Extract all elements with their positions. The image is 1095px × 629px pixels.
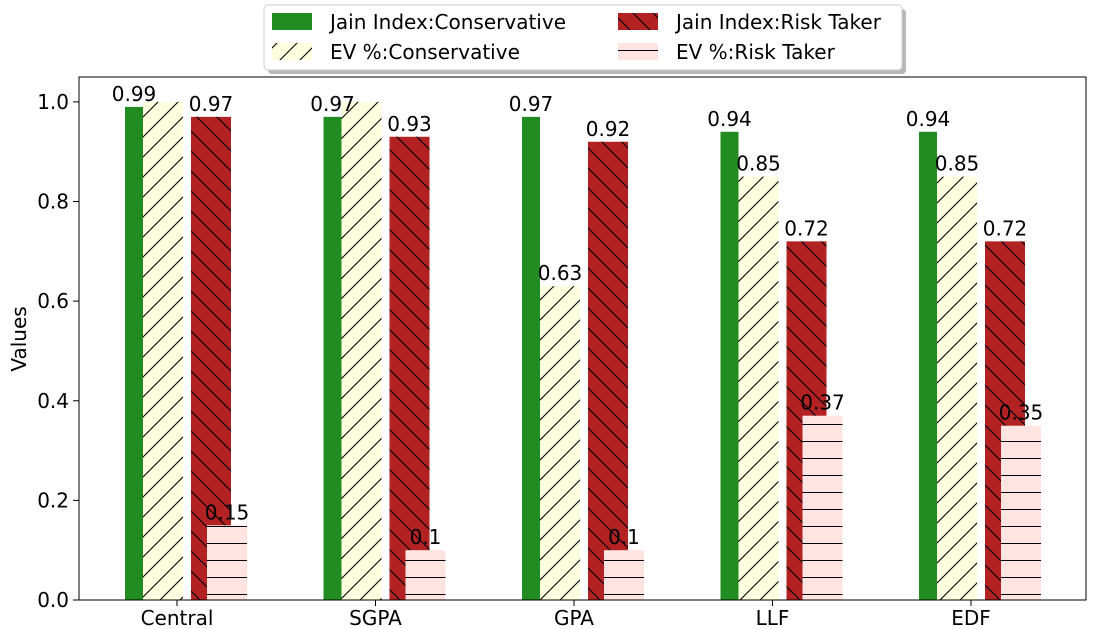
- legend-box: [263, 4, 903, 71]
- x-tick-label-edf: EDF: [951, 606, 991, 629]
- legend-item-jain-index-conservative: Jain Index:Conservative: [272, 10, 566, 34]
- bar-ev-conservative-edf-hatch: [937, 176, 977, 600]
- data-label-ev-risk-taker-sgpa: 0.1: [410, 525, 442, 549]
- data-label-ev-risk-taker-central: 0.15: [205, 500, 250, 524]
- bar-ev-conservative-gpa-hatch: [540, 286, 580, 600]
- bar-ev-risk-taker-central-hatch: [207, 525, 247, 600]
- y-axis: 0.0 0.2 0.4 0.6 0.8 1.0: [37, 90, 79, 612]
- data-label-ev-risk-taker-edf: 0.35: [999, 401, 1044, 425]
- legend-label: Jain Index:Risk Taker: [674, 10, 882, 34]
- y-tick-label: 0.0: [37, 588, 69, 612]
- bar-jain-index-conservative-central: [125, 106, 143, 600]
- data-label-jain-index-risk-taker-gpa: 0.92: [586, 117, 631, 141]
- legend-swatch-hatch: [272, 43, 312, 60]
- legend-item-jain-index-risk-taker: Jain Index:Risk Taker: [618, 10, 882, 34]
- data-label-jain-index-conservative-central: 0.99: [112, 82, 157, 106]
- bar-ev-risk-taker-sgpa-hatch: [405, 550, 446, 600]
- legend-item-ev-risk-taker: EV %:Risk Taker: [618, 40, 836, 64]
- bar-jain-index-risk-taker-central-hatch: [191, 116, 231, 600]
- data-label-ev-conservative-llf: 0.85: [736, 152, 781, 176]
- x-tick-label-gpa: GPA: [554, 606, 594, 629]
- data-label-jain-index-risk-taker-sgpa: 0.93: [387, 112, 432, 136]
- x-tick-label-sgpa: SGPA: [349, 606, 402, 629]
- data-label-ev-risk-taker-gpa: 0.1: [608, 525, 640, 549]
- bar-ev-conservative-sgpa-hatch: [341, 101, 382, 601]
- y-tick-label: 0.6: [37, 289, 69, 313]
- bar-ev-conservative-llf-hatch: [738, 176, 779, 600]
- legend: Jain Index:Conservative EV %:Conservative…: [263, 4, 906, 74]
- data-label-jain-index-conservative-gpa: 0.97: [509, 92, 554, 116]
- y-tick-label: 1.0: [37, 90, 69, 114]
- y-tick-label: 0.8: [37, 190, 69, 214]
- legend-swatch-hatch: [618, 13, 658, 30]
- x-axis: Central SGPA GPA LLF EDF: [141, 600, 991, 629]
- data-label-ev-risk-taker-llf: 0.37: [800, 391, 845, 415]
- bar-ev-risk-taker-gpa-hatch: [604, 550, 644, 600]
- plot-area-frame: [78, 76, 1087, 601]
- bar-jain-index-conservative-llf: [720, 131, 739, 601]
- legend-swatch-hatch: [618, 43, 658, 60]
- legend-label: EV %:Conservative: [330, 40, 520, 64]
- x-tick-label-llf: LLF: [756, 606, 790, 629]
- legend-swatch: [272, 13, 312, 30]
- legend-label: Jain Index:Conservative: [328, 10, 566, 34]
- data-label-jain-index-risk-taker-llf: 0.72: [784, 216, 829, 240]
- legend-items: Jain Index:Conservative EV %:Conservative…: [272, 10, 882, 64]
- data-label-jain-index-risk-taker-central: 0.97: [189, 92, 234, 116]
- legend-item-ev-conservative: EV %:Conservative: [272, 40, 520, 64]
- data-label-ev-conservative-edf: 0.85: [935, 152, 980, 176]
- x-tick-label-central: Central: [141, 606, 214, 629]
- bars-layer: [125, 101, 1041, 601]
- bar-jain-index-conservative-gpa: [522, 116, 540, 600]
- bar-jain-index-risk-taker-sgpa-hatch: [389, 136, 430, 600]
- data-label-jain-index-conservative-edf: 0.94: [906, 107, 951, 131]
- bar-jain-index-conservative-sgpa: [323, 116, 342, 600]
- bar-ev-conservative-central-hatch: [143, 101, 183, 601]
- legend-label: EV %:Risk Taker: [676, 40, 836, 64]
- data-label-jain-index-conservative-llf: 0.94: [707, 107, 752, 131]
- y-tick-label: 0.2: [37, 488, 69, 512]
- y-axis-label: Values: [7, 306, 31, 371]
- y-tick-label: 0.4: [37, 389, 69, 413]
- bar-jain-index-conservative-edf: [919, 131, 937, 601]
- data-labels-layer: 0.99 0.97 0.15 0.97 0.93 0.1 0.97 0.63 0.92 0.1 0.…: [112, 82, 1044, 549]
- bar-ev-risk-taker-llf-hatch: [802, 415, 843, 600]
- bar-jain-index-risk-taker-gpa-hatch: [588, 141, 628, 600]
- data-label-jain-index-conservative-sgpa: 0.97: [310, 92, 355, 116]
- data-label-jain-index-risk-taker-edf: 0.72: [983, 216, 1028, 240]
- data-label-ev-conservative-gpa: 0.63: [538, 261, 583, 285]
- bar-ev-risk-taker-edf-hatch: [1001, 425, 1041, 600]
